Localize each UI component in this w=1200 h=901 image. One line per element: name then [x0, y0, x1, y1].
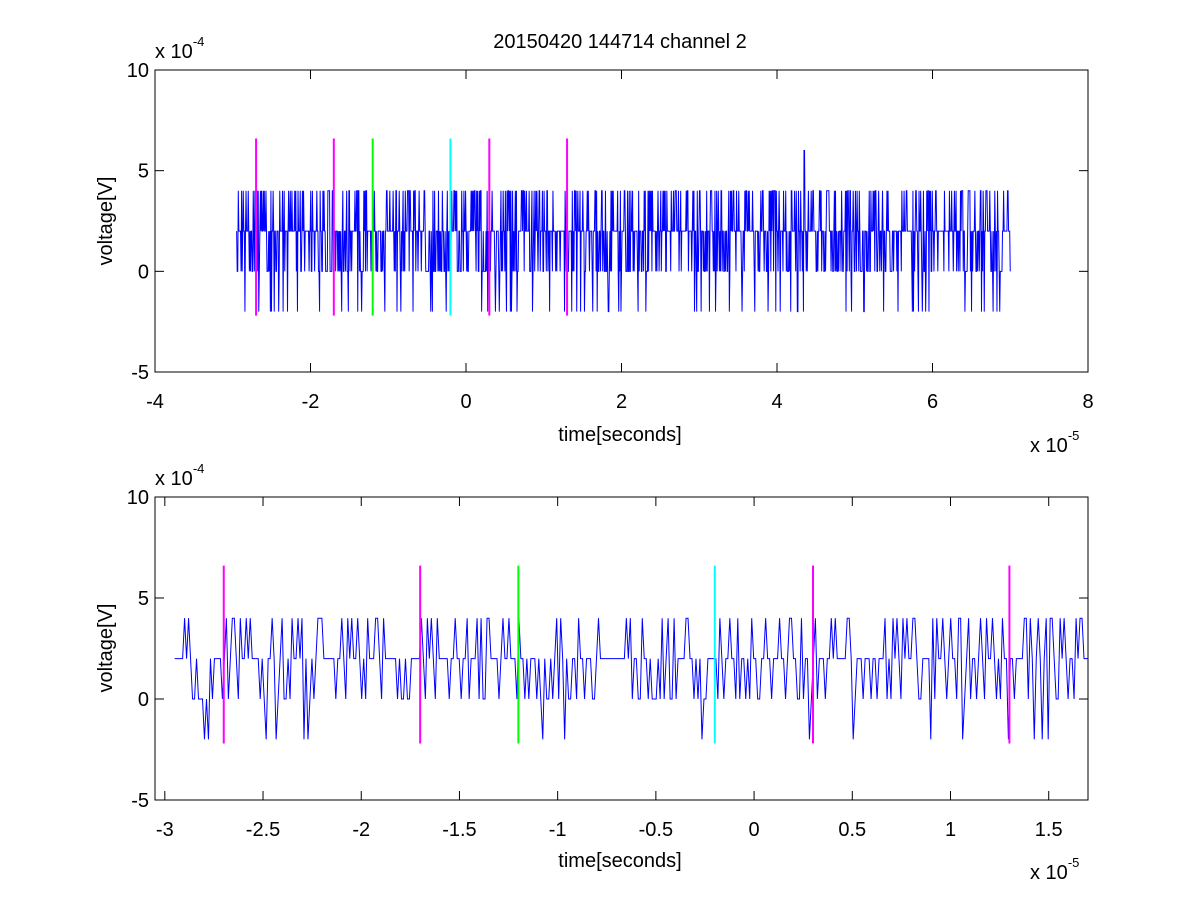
top-ticks: -4 -2 0 2 4 6 8 -5 0 5 10	[127, 60, 1094, 413]
top-y-tick-label: -5	[131, 362, 149, 384]
bottom-x-tick-label: -1	[549, 819, 567, 841]
top-signal-trace	[236, 150, 1011, 313]
figure-title: 20150420 144714 channel 2	[493, 31, 747, 53]
top-y-exponent: x 10-4	[155, 34, 204, 63]
bottom-x-tick-label: -1.5	[442, 819, 476, 841]
top-x-tick-label: 4	[771, 391, 782, 413]
top-y-axis-label: voltage[V]	[95, 177, 117, 266]
bottom-x-axis-label: time[seconds]	[558, 850, 681, 872]
top-y-exponent-base: x 10	[155, 41, 193, 63]
bottom-x-tick-label: 1.5	[1035, 819, 1063, 841]
top-x-axis-label: time[seconds]	[558, 424, 681, 446]
top-x-tick-label: 0	[460, 391, 471, 413]
bottom-x-tick-label: 1	[945, 819, 956, 841]
top-x-tick-label: -4	[146, 391, 164, 413]
bottom-x-tick-label: 0	[749, 819, 760, 841]
bottom-axes-box	[154, 496, 1089, 801]
bottom-y-exponent-power: -4	[193, 461, 205, 476]
bottom-y-tick-label: 0	[138, 689, 149, 711]
bottom-x-tick-label: 0.5	[838, 819, 866, 841]
bottom-x-exponent-base: x 10	[1030, 862, 1068, 884]
bottom-y-axis-label: voltage[V]	[95, 604, 117, 693]
top-y-exponent-power: -4	[193, 34, 205, 49]
bottom-x-exponent-power: -5	[1068, 855, 1080, 870]
top-y-tick-label: 5	[138, 161, 149, 183]
bottom-x-exponent: x 10-5	[1030, 855, 1079, 884]
bottom-x-tick-label: -0.5	[639, 819, 673, 841]
top-x-exponent: x 10-5	[1030, 428, 1079, 457]
bottom-y-tick-label: -5	[131, 790, 149, 812]
top-x-tick-label: 8	[1082, 391, 1093, 413]
top-x-exponent-power: -5	[1068, 428, 1080, 443]
top-x-exponent-base: x 10	[1030, 435, 1068, 457]
bottom-y-exponent-base: x 10	[155, 468, 193, 490]
top-y-tick-label: 10	[127, 60, 149, 82]
top-y-tick-label: 0	[138, 261, 149, 283]
bottom-y-exponent: x 10-4	[155, 461, 204, 490]
bottom-signal-trace	[174, 617, 1088, 740]
top-x-tick-label: 2	[616, 391, 627, 413]
bottom-x-tick-label: -2.5	[246, 819, 280, 841]
top-x-tick-label: -2	[302, 391, 320, 413]
bottom-x-tick-label: -3	[156, 819, 174, 841]
top-plot-area	[236, 138, 1011, 316]
top-x-tick-label: 6	[927, 391, 938, 413]
bottom-x-tick-label: -2	[352, 819, 370, 841]
bottom-ticks: -3 -2.5 -2 -1.5 -1 -0.5 0 0.5 1 1.5 -5 0 5 10	[127, 487, 1088, 841]
bottom-y-tick-label: 5	[138, 588, 149, 610]
bottom-plot-area	[174, 565, 1088, 744]
bottom-y-tick-label: 10	[127, 487, 149, 509]
